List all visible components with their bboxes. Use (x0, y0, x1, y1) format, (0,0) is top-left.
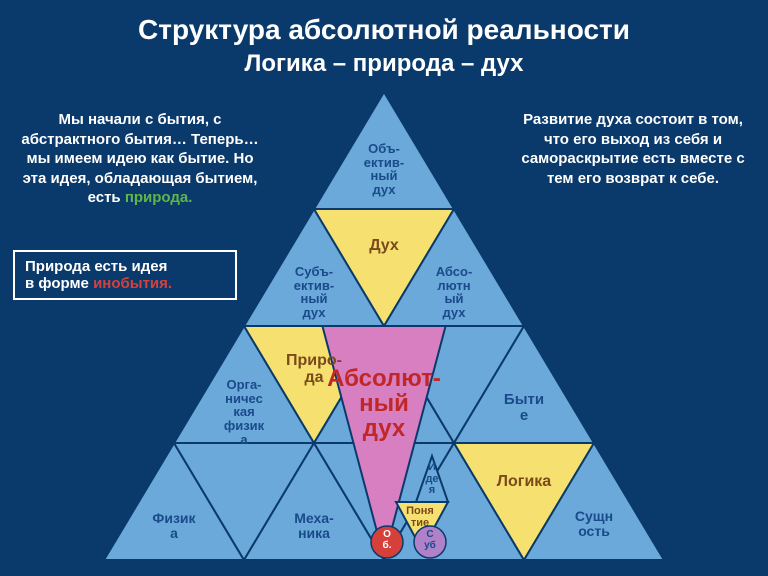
label-duh: Дух (354, 238, 414, 255)
pyramid-diagram (0, 0, 768, 576)
label-sub: С уб (415, 530, 445, 551)
label-ponyatie: Поня тие (395, 506, 445, 529)
label-bytie: Быти е (489, 392, 559, 424)
label-logic: Логика (479, 474, 569, 491)
label-ob: О б. (372, 530, 402, 551)
label-sushnost: Сущн ость (559, 509, 629, 538)
label-mechanics: Меха- ника (279, 511, 349, 540)
label-organic: Орга- ничес кая физик а (207, 378, 282, 446)
label-abs-spirit-small: Абсо- лютн ый дух (419, 265, 489, 320)
label-subj-spirit: Субъ- ектив- ный дух (279, 265, 349, 320)
label-obj-spirit: Объ- ектив- ный дух (349, 142, 419, 197)
label-idea: И де я (412, 462, 452, 497)
label-physics: Физик а (139, 511, 209, 540)
label-absolute-center: Абсолют- ный дух (304, 366, 464, 442)
